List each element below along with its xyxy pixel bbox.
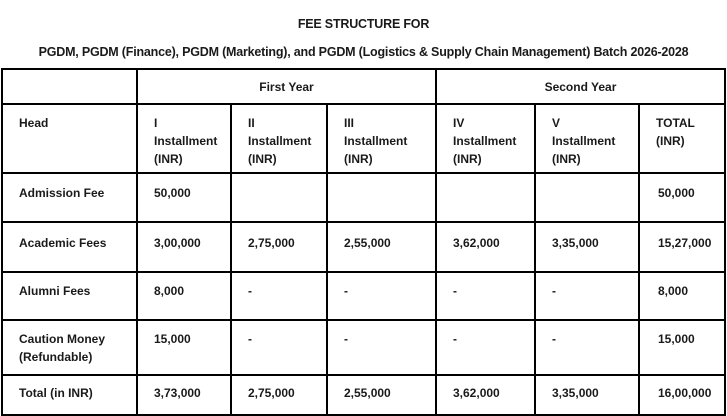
cell: - bbox=[435, 319, 536, 376]
cell: 50,000 bbox=[136, 172, 232, 223]
table-row-admission-fee: Admission Fee 50,000 50,000 bbox=[1, 172, 726, 223]
cell: 3,00,000 bbox=[136, 221, 232, 273]
row-total: 50,000 bbox=[638, 172, 726, 223]
header-installment-3: III Installment (INR) bbox=[326, 103, 437, 174]
fee-structure-table: First Year Second Year Head I Installment… bbox=[1, 68, 726, 416]
table-row-caution-money: Caution Money (Refundable) 15,000 - - - -… bbox=[1, 319, 726, 376]
row-total: 15,000 bbox=[638, 319, 726, 376]
cell: 8,000 bbox=[136, 271, 232, 321]
row-head: Admission Fee bbox=[1, 172, 138, 223]
year-group-row: First Year Second Year bbox=[1, 68, 726, 105]
cell: - bbox=[534, 319, 640, 376]
empty-corner-cell bbox=[1, 68, 138, 105]
row-total: 15,27,000 bbox=[638, 221, 726, 273]
header-installment-2: II Installment (INR) bbox=[230, 103, 328, 174]
cell: 2,75,000 bbox=[230, 221, 328, 273]
header-installment-5: V Installment (INR) bbox=[534, 103, 640, 174]
row-total: 8,000 bbox=[638, 271, 726, 321]
table-row-total: Total (in INR) 3,73,000 2,75,000 2,55,00… bbox=[1, 374, 726, 416]
cell: 2,55,000 bbox=[326, 221, 437, 273]
row-head: Caution Money (Refundable) bbox=[1, 319, 138, 376]
cell bbox=[435, 172, 536, 223]
second-year-header: Second Year bbox=[435, 68, 726, 105]
cell: 3,62,000 bbox=[435, 374, 536, 416]
document-subtitle: PGDM, PGDM (Finance), PGDM (Marketing), … bbox=[38, 45, 689, 59]
column-header-row: Head I Installment (INR) II Installment (INR… bbox=[1, 103, 726, 174]
cell: 3,35,000 bbox=[534, 374, 640, 416]
cell: - bbox=[326, 319, 437, 376]
row-head: Total (in INR) bbox=[1, 374, 138, 416]
cell: 3,35,000 bbox=[534, 221, 640, 273]
grand-total: 16,00,000 bbox=[638, 374, 726, 416]
header-head: Head bbox=[1, 103, 138, 174]
cell: - bbox=[435, 271, 536, 321]
cell: - bbox=[230, 271, 328, 321]
cell bbox=[230, 172, 328, 223]
cell: 3,62,000 bbox=[435, 221, 536, 273]
table-row-academic-fees: Academic Fees 3,00,000 2,75,000 2,55,000… bbox=[1, 221, 726, 273]
cell bbox=[534, 172, 640, 223]
first-year-header: First Year bbox=[136, 68, 437, 105]
cell bbox=[326, 172, 437, 223]
document-title: FEE STRUCTURE FOR bbox=[297, 17, 430, 31]
cell: 15,000 bbox=[136, 319, 232, 376]
cell: 2,55,000 bbox=[326, 374, 437, 416]
row-head: Alumni Fees bbox=[1, 271, 138, 321]
header-installment-1: I Installment (INR) bbox=[136, 103, 232, 174]
cell: 3,73,000 bbox=[136, 374, 232, 416]
cell: 2,75,000 bbox=[230, 374, 328, 416]
header-installment-4: IV Installment (INR) bbox=[435, 103, 536, 174]
cell: - bbox=[534, 271, 640, 321]
header-total: TOTAL (INR) bbox=[638, 103, 726, 174]
table-row-alumni-fees: Alumni Fees 8,000 - - - - 8,000 bbox=[1, 271, 726, 321]
cell: - bbox=[326, 271, 437, 321]
cell: - bbox=[230, 319, 328, 376]
row-head: Academic Fees bbox=[1, 221, 138, 273]
